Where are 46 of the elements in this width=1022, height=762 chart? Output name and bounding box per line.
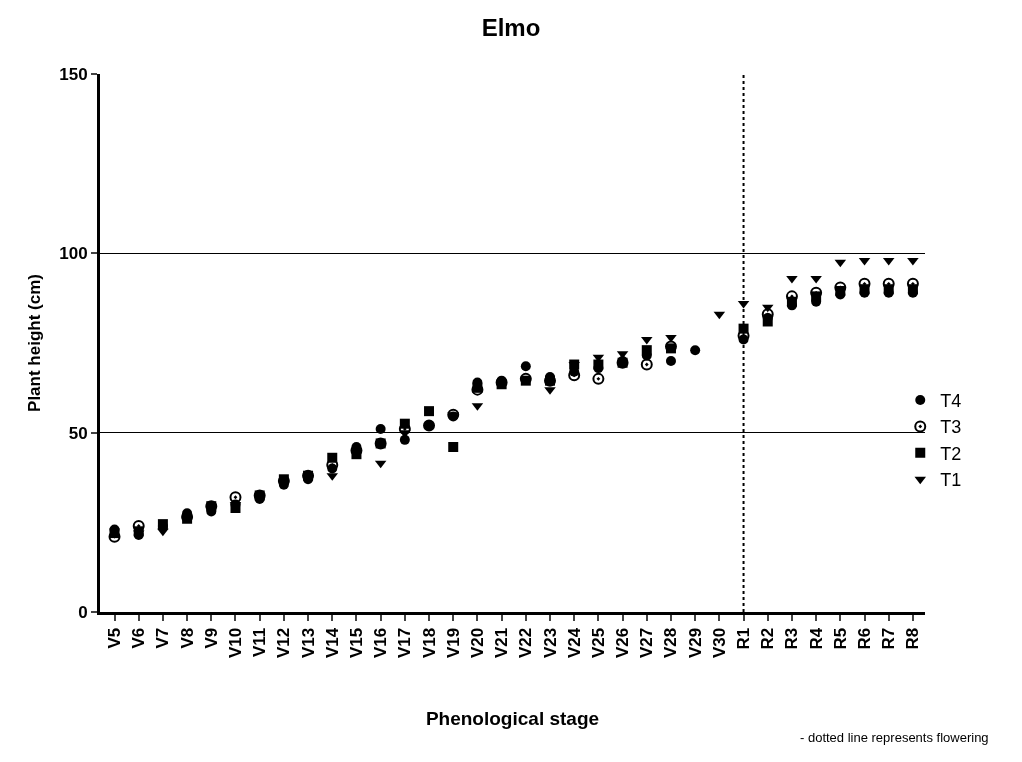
x-tick-label: V27: [637, 627, 657, 659]
x-tick-label: V8: [177, 627, 197, 649]
x-tick-label: V7: [153, 627, 173, 649]
y-tick-label: 0: [78, 602, 88, 622]
x-tick-label: V13: [298, 627, 318, 659]
x-tick-label: R5: [830, 627, 850, 650]
chart-title: Elmo: [481, 13, 541, 41]
x-tick-label: V14: [322, 627, 342, 659]
y-tick-label: 100: [59, 244, 88, 264]
x-tick-label: V5: [105, 627, 125, 649]
x-tick-label: V25: [588, 627, 608, 659]
x-tick-label: R1: [734, 627, 754, 650]
x-tick-label: R6: [855, 627, 875, 650]
x-tick-label: V15: [346, 627, 366, 659]
text: - dotted line represents flowering: [800, 730, 989, 745]
x-tick-label: V11: [250, 627, 270, 658]
legend-label: T2: [940, 443, 962, 464]
x-tick-label: R3: [782, 627, 802, 650]
x-tick-label: V9: [201, 627, 221, 649]
x-tick-label: V22: [516, 627, 536, 659]
x-tick-label: V20: [467, 627, 487, 659]
x-tick-label: V12: [274, 627, 294, 659]
x-tick-label: R8: [903, 627, 923, 650]
x-tick-label: V24: [564, 627, 584, 659]
x-tick-label: V16: [371, 627, 391, 659]
x-tick-label: R4: [806, 627, 826, 650]
x-tick-label: V21: [492, 627, 512, 659]
x-tick-label: R7: [879, 627, 899, 650]
x-axis-title: Phenological stage: [425, 707, 600, 729]
x-tick-label: V28: [661, 627, 681, 659]
x-tick-label: R2: [758, 627, 778, 650]
x-tick-label: V30: [709, 627, 729, 659]
x-tick-label: V17: [395, 627, 415, 659]
x-tick-label: V23: [540, 627, 560, 659]
legend-label: T1: [940, 470, 962, 491]
y-axis-title: Plant height (cm): [24, 274, 44, 412]
x-tick-label: V18: [419, 627, 439, 659]
y-tick-label: 50: [68, 423, 88, 443]
legend-label: T4: [940, 391, 962, 412]
x-tick-label: V10: [226, 627, 245, 659]
legend-label: T3: [940, 417, 962, 438]
x-tick-label: V19: [443, 627, 463, 659]
y-tick-label: 150: [59, 64, 88, 84]
x-tick-label: V6: [129, 627, 149, 649]
x-tick-label: V26: [613, 627, 633, 659]
x-tick-label: V29: [685, 627, 705, 659]
